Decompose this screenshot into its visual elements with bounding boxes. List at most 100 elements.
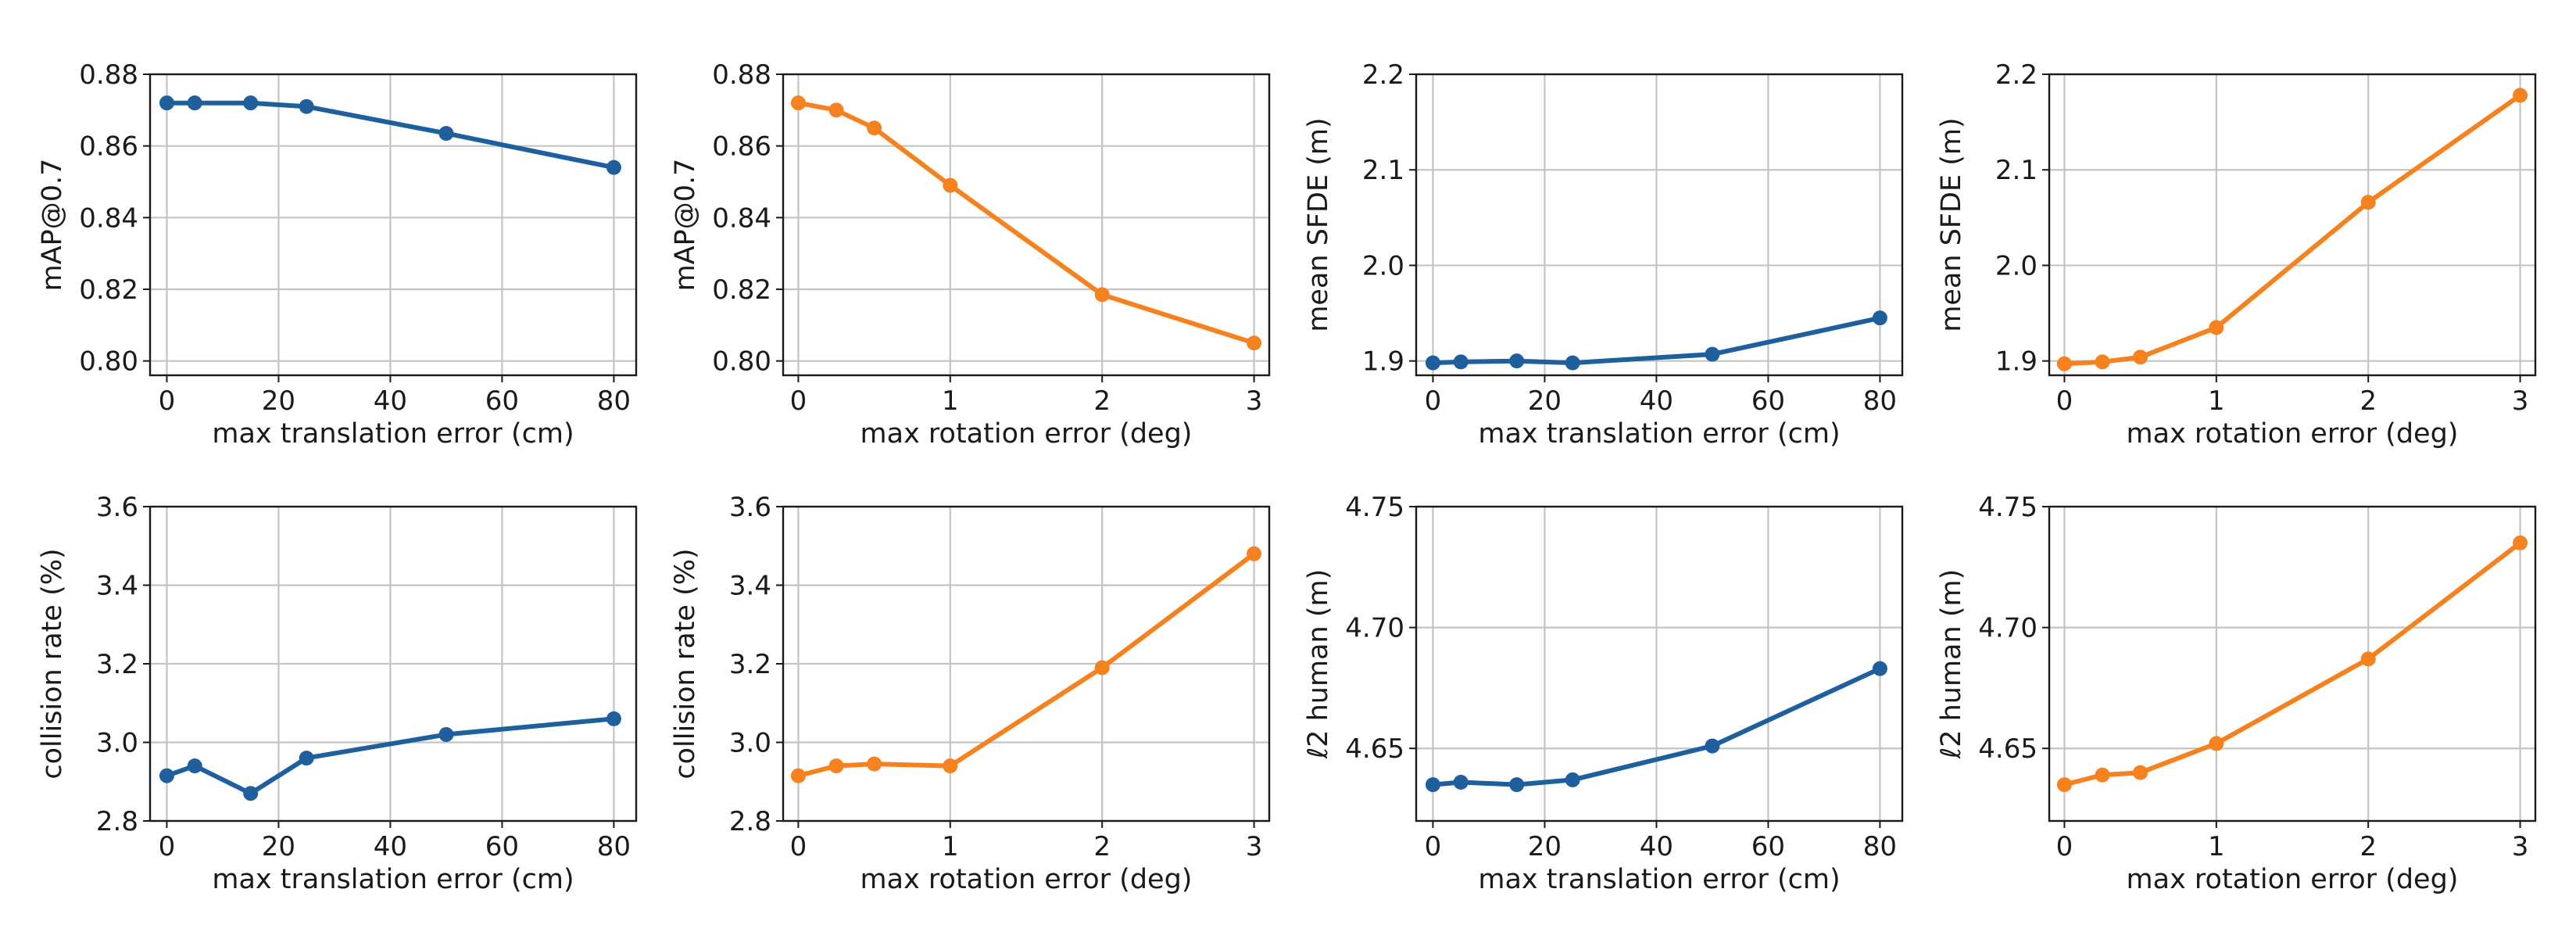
chart5-y-tick-label: 3.0 xyxy=(96,728,138,759)
chart6-data-point xyxy=(790,768,806,783)
chart8-x-tick-label: 3 xyxy=(2512,831,2529,862)
chart8-y-tick-label: 4.65 xyxy=(1978,733,2038,765)
chart3-y-tick-label: 2.0 xyxy=(1362,250,1404,281)
chart7-x-tick-label: 40 xyxy=(1640,831,1673,862)
chart2-x-tick-label: 2 xyxy=(1093,385,1111,417)
chart1-y-tick-label: 0.82 xyxy=(79,274,138,306)
chart3-data-point xyxy=(1565,355,1580,371)
chart5-panel: 0 20 40 60 80 2.8 3.0 3.2 3.4 3.6 max translation … xyxy=(37,492,638,895)
chart4-y-tick-label: 2.0 xyxy=(1995,250,2038,281)
chart5-plot-frame xyxy=(148,505,638,823)
chart1-data-point xyxy=(606,159,621,175)
chart7-x-tick-label: 0 xyxy=(1425,831,1442,862)
chart2-y-tick-label: 0.84 xyxy=(712,202,771,234)
chart4-data-point xyxy=(2360,195,2376,210)
chart3-x-tick-label: 60 xyxy=(1751,385,1785,417)
chart2-data-point xyxy=(1247,335,1262,351)
chart7-x-tick-label: 60 xyxy=(1751,831,1785,862)
chart6-data-point xyxy=(828,758,844,774)
chart4-x-tick-label: 2 xyxy=(2360,385,2377,417)
chart4-panel: 0 1 2 3 1.9 2.0 2.1 2.2 max rotation error (deg)… xyxy=(1936,59,2537,450)
chart7-data-point xyxy=(1509,777,1525,793)
chart3-plot-frame xyxy=(1415,73,1904,377)
chart7-plot-frame xyxy=(1415,505,1904,823)
chart7-x-axis-label: max translation error (cm) xyxy=(1478,864,1840,895)
chart2-data-point xyxy=(943,177,958,193)
chart5-x-tick-label: 40 xyxy=(374,831,407,862)
chart6-data-point xyxy=(1247,546,1262,561)
chart6-data-point xyxy=(1094,660,1110,676)
chart4-y-tick-label: 2.2 xyxy=(1995,59,2038,91)
chart5-x-tick-label: 80 xyxy=(597,831,631,862)
chart2-x-tick-label: 0 xyxy=(790,385,807,417)
chart8-data-point xyxy=(2133,765,2148,780)
chart8-panel: 0 1 2 3 4.65 4.70 4.75 max rotation error (deg)… xyxy=(1936,492,2537,895)
chart6-y-tick-label: 3.6 xyxy=(729,492,771,523)
chart1-data-point xyxy=(159,95,174,111)
chart4-data-point xyxy=(2209,320,2224,335)
chart7-data-point xyxy=(1453,775,1469,790)
chart1-y-tick-label: 0.80 xyxy=(79,346,138,378)
chart7-data-point xyxy=(1425,777,1440,793)
chart1-x-tick-label: 20 xyxy=(262,385,295,417)
chart8-plot-frame xyxy=(2048,505,2537,823)
chart8-y-axis-label: ℓ2 human (m) xyxy=(1936,569,1967,759)
chart5-data-point xyxy=(606,711,621,726)
chart3-data-point xyxy=(1705,346,1720,362)
chart1-data-point xyxy=(243,95,259,111)
chart6-x-tick-label: 0 xyxy=(790,831,807,862)
chart7-y-tick-label: 4.65 xyxy=(1345,733,1404,765)
chart7-data-point xyxy=(1705,738,1720,754)
chart6-x-tick-label: 2 xyxy=(1093,831,1111,862)
chart3-x-tick-label: 40 xyxy=(1640,385,1673,417)
chart4-data-point xyxy=(2095,354,2110,370)
chart1-x-tick-label: 40 xyxy=(374,385,407,417)
chart7-x-tick-label: 80 xyxy=(1863,831,1897,862)
chart4-data-point xyxy=(2056,356,2072,371)
chart4-x-tick-label: 0 xyxy=(2056,385,2073,417)
chart7-y-tick-label: 4.75 xyxy=(1345,492,1404,523)
chart5-data-point xyxy=(159,768,174,783)
chart4-x-tick-label: 1 xyxy=(2208,385,2225,417)
chart7-y-axis-label: ℓ2 human (m) xyxy=(1303,569,1334,759)
chart3-data-point xyxy=(1425,355,1440,371)
chart1-data-point xyxy=(187,95,202,111)
chart5-y-tick-label: 3.4 xyxy=(96,571,138,602)
chart8-data-point xyxy=(2513,535,2528,550)
chart3-y-tick-label: 2.1 xyxy=(1362,155,1404,186)
chart3-y-tick-label: 1.9 xyxy=(1362,346,1404,378)
chart6-x-tick-label: 3 xyxy=(1246,831,1263,862)
chart1-y-tick-label: 0.86 xyxy=(79,131,138,163)
chart8-x-tick-label: 2 xyxy=(2360,831,2377,862)
chart2-data-point xyxy=(790,95,806,111)
chart2-series-line xyxy=(796,100,1257,346)
chart1-plot-frame xyxy=(148,73,638,377)
chart6-y-tick-label: 3.0 xyxy=(729,728,771,759)
chart4-plot-frame xyxy=(2048,73,2537,377)
chart3-data-point xyxy=(1453,354,1469,370)
chart2-data-point xyxy=(1094,287,1110,303)
chart7-data-point xyxy=(1565,772,1580,787)
chart5-x-tick-label: 20 xyxy=(262,831,295,862)
chart2-y-tick-label: 0.88 xyxy=(712,59,771,91)
chart8-y-tick-label: 4.75 xyxy=(1978,492,2038,523)
chart3-x-axis-label: max translation error (cm) xyxy=(1478,418,1840,450)
chart1-x-tick-label: 60 xyxy=(485,385,519,417)
chart5-data-point xyxy=(438,726,454,742)
chart4-data-point xyxy=(2513,88,2528,103)
chart3-x-tick-label: 0 xyxy=(1425,385,1442,417)
chart8-data-point xyxy=(2209,736,2224,751)
chart4-y-tick-label: 2.1 xyxy=(1995,155,2038,186)
chart6-plot-frame xyxy=(782,505,1271,823)
chart2-plot-frame xyxy=(782,73,1271,377)
chart8-data-point xyxy=(2360,651,2376,667)
chart2-x-axis-label: max rotation error (deg) xyxy=(860,418,1193,450)
chart1-y-axis-label: mAP@0.7 xyxy=(37,159,68,292)
chart3-panel: 0 20 40 60 80 1.9 2.0 2.1 2.2 max translation err… xyxy=(1303,59,1904,450)
chart4-data-point xyxy=(2133,349,2148,365)
chart5-data-point xyxy=(299,751,314,766)
chart8-x-axis-label: max rotation error (deg) xyxy=(2127,864,2459,895)
chart3-x-tick-label: 20 xyxy=(1528,385,1562,417)
chart3-y-tick-label: 2.2 xyxy=(1362,59,1404,91)
chart1-panel: 0 20 40 60 80 0.80 0.82 0.84 0.86 0.88 max transla… xyxy=(37,59,638,450)
